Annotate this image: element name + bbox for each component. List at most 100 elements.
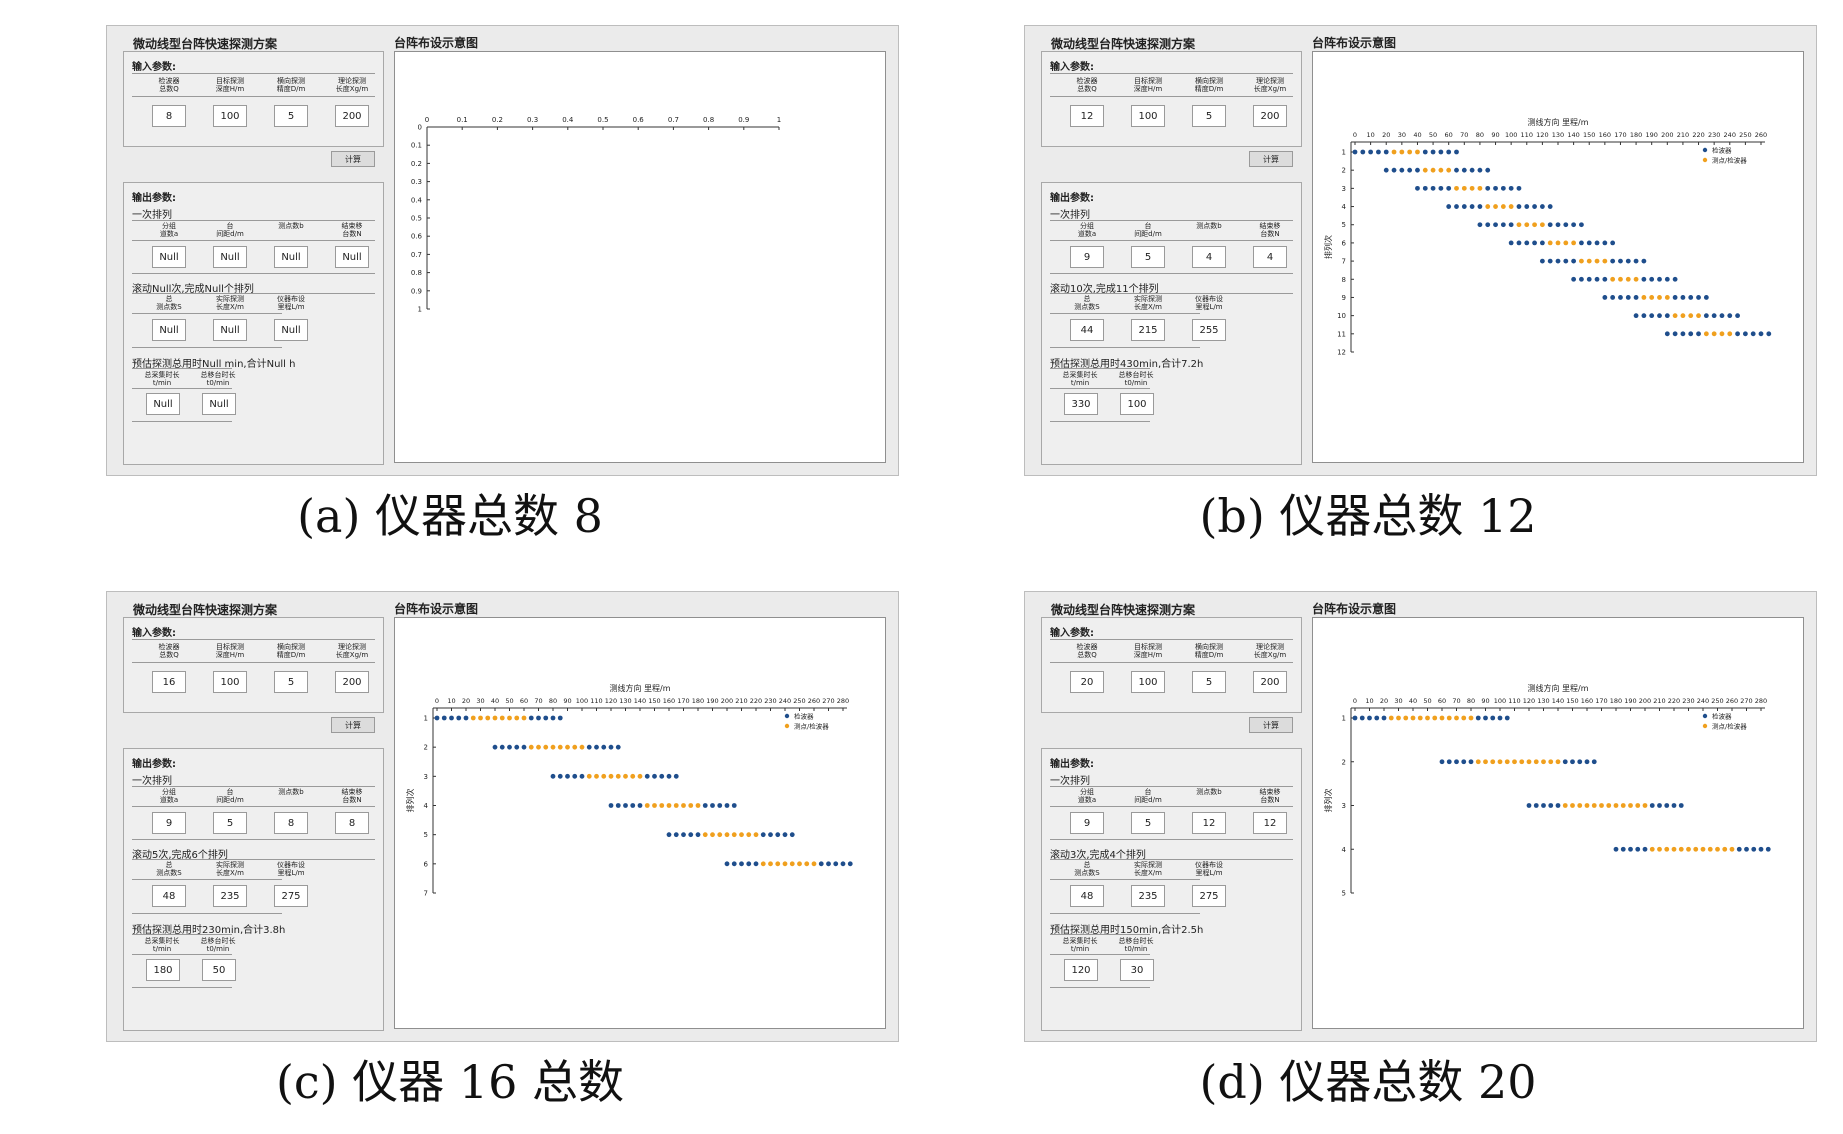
point-shared-marker — [1532, 222, 1537, 228]
x-tick-label: 70 — [534, 697, 542, 705]
caption-group-channels: 分组 道数a — [159, 788, 179, 804]
caption-actual-length: 实际探测 长度X/m — [1134, 295, 1162, 311]
lateral-precision-field[interactable]: 5 — [274, 671, 308, 693]
point-detector-marker — [536, 715, 541, 721]
roll-summary: 滚动5次,完成6个排列 — [132, 850, 228, 861]
point-detector-marker — [1571, 222, 1577, 228]
point-detector-marker — [1641, 313, 1647, 319]
point-detector-marker — [1407, 167, 1413, 173]
caption-move-time: 总移台时长 t0/min — [200, 371, 236, 387]
point-shared-marker — [1642, 803, 1648, 808]
x-tick-label: 170 — [1614, 131, 1626, 139]
x-tick-label: 260 — [808, 697, 820, 705]
caption-end-move-count: 结束移 台数N — [341, 788, 363, 804]
detector-count-field[interactable]: 8 — [152, 105, 186, 127]
point-detector-marker — [1547, 204, 1553, 209]
x-axis-title: 测线方向 里程/m — [1527, 683, 1588, 693]
layout-mileage-field: 255 — [1192, 319, 1226, 341]
point-shared-marker — [601, 773, 607, 779]
point-detector-marker — [760, 832, 766, 838]
calculate-button[interactable]: 计算 — [331, 151, 375, 167]
calculate-button[interactable]: 计算 — [331, 717, 375, 733]
array-layout-chart: 0 0.1 0.2 0.3 0.4 0.5 0.6 0.7 0.8 0.9 1 0 0.1 0.2 0.3 0… — [411, 116, 781, 314]
detector-count-field[interactable]: 20 — [1070, 671, 1104, 693]
figure-caption: (b) 仪器总数 12 — [1199, 489, 1537, 543]
theory-length-field[interactable]: 200 — [335, 671, 369, 693]
point-shared-marker — [1461, 715, 1467, 721]
time-estimate: 预估探测总用时Null min,合计Null h — [132, 359, 296, 370]
point-detector-marker — [1547, 258, 1553, 264]
y-tick-label: 1 — [424, 715, 428, 723]
target-depth-field[interactable]: 100 — [213, 105, 247, 127]
point-detector-marker — [1533, 803, 1539, 808]
point-shared-marker — [1439, 715, 1445, 721]
x-tick-label: 180 — [1630, 131, 1642, 139]
point-detector-marker — [789, 832, 795, 838]
x-tick-label: 230 — [1708, 131, 1720, 139]
point-detector-marker — [1703, 295, 1709, 300]
x-tick-label: 150 — [648, 697, 660, 705]
target-depth-field[interactable]: 100 — [213, 671, 247, 693]
point-detector-marker — [1461, 167, 1467, 173]
legend-marker-detector — [1702, 147, 1708, 153]
point-detector-marker — [557, 715, 563, 721]
point-shared-marker — [1485, 204, 1491, 209]
x-tick-label: 70 — [1460, 131, 1468, 139]
lateral-precision-field[interactable]: 5 — [274, 105, 308, 127]
point-detector-marker — [550, 715, 556, 721]
legend-label-shared: 测点/检波器 — [794, 722, 829, 731]
calculate-button[interactable]: 计算 — [1249, 717, 1293, 733]
caption-layout-mileage: 仪器布设 里程L/m — [277, 861, 305, 877]
point-detector-marker — [1541, 803, 1546, 808]
time-estimate: 预估探测总用时430min,合计7.2h — [1050, 359, 1204, 370]
point-shared-marker — [1469, 185, 1475, 191]
point-detector-marker — [1742, 331, 1748, 337]
detector-count-field[interactable]: 16 — [152, 671, 186, 693]
point-detector-marker — [1618, 295, 1623, 300]
point-detector-marker — [1485, 167, 1491, 173]
point-detector-marker — [1680, 295, 1686, 300]
lateral-precision-field[interactable]: 5 — [1192, 105, 1226, 127]
point-shared-marker — [760, 861, 766, 867]
legend-label-detector: 检波器 — [794, 712, 814, 721]
point-detector-marker — [1563, 222, 1569, 228]
array-layout-chart: 测线方向 里程/m 0 10 20 30 40 50 60 70 80 90 100 110 120 130… — [405, 683, 853, 898]
theory-length-field[interactable]: 200 — [1253, 671, 1287, 693]
y-tick-label: 8 — [1342, 276, 1346, 284]
point-detector-marker — [572, 773, 578, 779]
lateral-precision-field[interactable]: 5 — [1192, 671, 1226, 693]
point-detector-marker — [1477, 222, 1483, 228]
divider — [1050, 313, 1200, 314]
point-detector-marker — [1532, 240, 1537, 246]
divider — [132, 388, 232, 389]
target-depth-field[interactable]: 100 — [1131, 671, 1165, 693]
divider — [132, 313, 282, 314]
output-panel: 输出参数: 一次排列 分组 道数a 台 间距d/m 测点数b 结束移 台数N 9… — [1041, 748, 1302, 1031]
point-detector-marker — [1664, 276, 1670, 282]
point-shared-marker — [637, 773, 643, 779]
point-shared-marker — [1618, 276, 1623, 282]
point-detector-marker — [1548, 803, 1554, 808]
station-spacing-field: 5 — [1131, 812, 1165, 834]
point-detector-marker — [601, 744, 607, 750]
point-detector-marker — [1555, 222, 1561, 228]
point-detector-marker — [1383, 167, 1389, 173]
point-shared-marker — [1547, 240, 1553, 246]
y-tick-label: 7 — [424, 890, 428, 898]
target-depth-field[interactable]: 100 — [1131, 105, 1165, 127]
app-window: 微动线型台阵快速探测方案 台阵布设示意图 输入参数: 检波器 总数Q 目标探测 … — [1024, 591, 1817, 1042]
point-detector-marker — [1532, 204, 1537, 209]
detector-count-field[interactable]: 12 — [1070, 105, 1104, 127]
theory-length-field[interactable]: 200 — [335, 105, 369, 127]
point-shared-marker — [499, 715, 505, 721]
point-shared-marker — [731, 832, 737, 838]
station-spacing-field: Null — [213, 246, 247, 268]
calculate-button[interactable]: 计算 — [1249, 151, 1293, 167]
x-tick-label: 20 — [462, 697, 470, 705]
point-detector-marker — [644, 773, 650, 779]
point-detector-marker — [1664, 313, 1670, 319]
theory-length-field[interactable]: 200 — [1253, 105, 1287, 127]
point-detector-marker — [1485, 222, 1491, 228]
caption-point-count: 测点数b — [278, 788, 304, 796]
collect-time-field: 180 — [146, 959, 180, 981]
